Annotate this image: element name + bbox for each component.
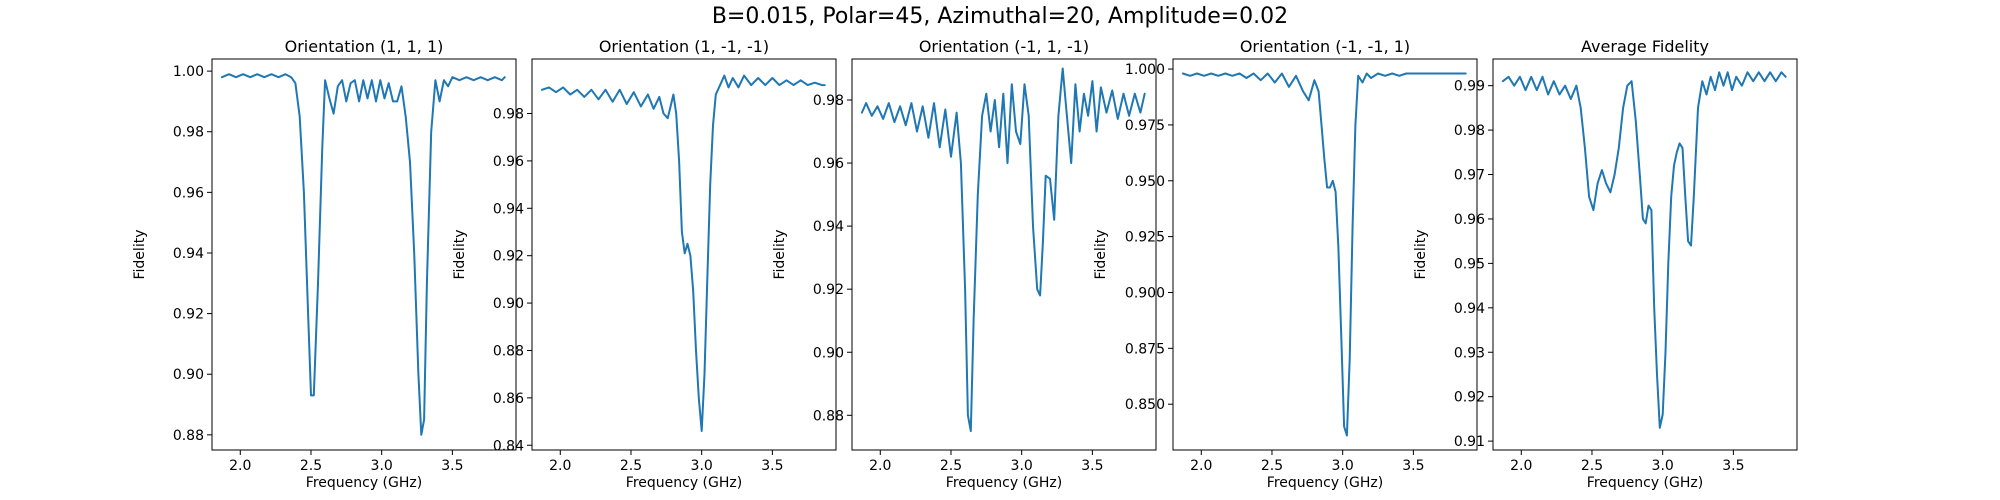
chart-title: Orientation (1, -1, -1) [599,37,769,56]
y-tick-label: 0.92 [173,307,204,323]
x-axis-label: Frequency (GHz) [306,475,422,491]
series-line [1501,71,1787,429]
y-tick-label: 0.92 [493,249,524,265]
x-tick-label: 3.5 [1081,458,1103,474]
x-tick-label: 3.0 [1011,458,1033,474]
chart-title: Orientation (-1, -1, 1) [1240,37,1410,56]
y-tick-label: 0.96 [173,185,204,201]
series-line [860,67,1146,433]
y-axis-label: Fidelity [1093,230,1109,280]
y-tick-label: 0.94 [1454,301,1485,317]
y-tick-label: 1.00 [173,64,204,80]
y-tick-label: 1.000 [1125,62,1165,78]
x-tick-label: 2.0 [549,458,571,474]
y-tick-label: 0.975 [1125,118,1165,134]
y-tick-label: 0.88 [493,343,524,359]
y-tick-label: 0.96 [1454,212,1485,228]
y-tick-label: 0.94 [813,219,844,235]
y-tick-label: 0.96 [493,154,524,170]
y-tick-label: 0.88 [173,428,204,444]
y-tick-label: 0.98 [173,125,204,141]
x-tick-label: 2.0 [869,458,891,474]
y-tick-label: 0.90 [493,296,524,312]
y-tick-label: 0.850 [1125,397,1165,413]
y-tick-label: 0.900 [1125,285,1165,301]
x-axis-label: Frequency (GHz) [626,475,742,491]
plot-frame [1172,58,1478,451]
x-axis-label: Frequency (GHz) [1267,475,1383,491]
x-tick-label: 3.5 [761,458,783,474]
y-tick-label: 0.97 [1454,168,1485,184]
series-line [220,73,506,436]
y-tick-label: 0.95 [1454,256,1485,272]
x-axis-label: Frequency (GHz) [946,475,1062,491]
x-tick-label: 2.0 [1510,458,1532,474]
x-tick-label: 3.0 [1332,458,1354,474]
y-tick-label: 0.90 [173,367,204,383]
x-tick-label: 3.5 [1402,458,1424,474]
y-tick-label: 0.98 [813,93,844,109]
chart-title: Average Fidelity [1581,37,1709,56]
chart-panel-2: 2.0 2.5 3.0 3.5 0.84 0.86 0.88 0.90 0.92 0.94 0.96… [452,37,837,491]
y-axis-label: Fidelity [1413,230,1429,280]
x-tick-label: 2.5 [1261,458,1283,474]
x-tick-label: 3.0 [371,458,393,474]
chart-title: Orientation (-1, 1, -1) [919,37,1089,56]
plot-frame [211,58,517,451]
y-tick-label: 0.94 [493,201,524,217]
y-tick-label: 0.98 [493,107,524,123]
figure-suptitle: B=0.015, Polar=45, Azimuthal=20, Amplitu… [711,4,1289,29]
y-tick-label: 0.92 [1454,390,1485,406]
x-axis-label: Frequency (GHz) [1587,475,1703,491]
y-tick-label: 0.98 [1454,123,1485,139]
chart-panel-3: 2.0 2.5 3.0 3.5 0.88 0.90 0.92 0.94 0.96 0.98 Orie… [772,37,1157,491]
x-tick-label: 3.0 [691,458,713,474]
x-tick-label: 3.5 [441,458,463,474]
plot-frame [531,58,837,451]
series-line [540,74,826,432]
plot-frame [1492,58,1798,451]
plot-frame [851,58,1157,451]
series-line [1181,72,1467,437]
y-tick-label: 0.86 [493,391,524,407]
y-tick-label: 0.99 [1454,79,1485,95]
y-tick-label: 0.94 [173,246,204,262]
x-tick-label: 2.5 [940,458,962,474]
y-axis-label: Fidelity [452,230,468,280]
y-tick-label: 0.91 [1454,434,1485,450]
x-tick-label: 3.0 [1652,458,1674,474]
x-tick-label: 2.5 [1581,458,1603,474]
x-tick-label: 2.5 [300,458,322,474]
y-tick-label: 0.92 [813,282,844,298]
y-axis-label: Fidelity [132,230,148,280]
x-tick-label: 2.0 [229,458,251,474]
y-tick-label: 0.950 [1125,174,1165,190]
x-tick-label: 3.5 [1722,458,1744,474]
y-tick-label: 0.96 [813,156,844,172]
x-tick-label: 2.0 [1190,458,1212,474]
y-tick-label: 0.93 [1454,345,1485,361]
chart-panel-5: 2.0 2.5 3.0 3.5 0.91 0.92 0.93 0.94 0.95 0.96 0.97… [1413,37,1798,491]
chart-title: Orientation (1, 1, 1) [285,37,444,56]
y-tick-label: 0.875 [1125,341,1165,357]
y-tick-label: 0.925 [1125,230,1165,246]
y-tick-label: 0.88 [813,408,844,424]
y-axis-label: Fidelity [772,230,788,280]
chart-panel-1: 2.0 2.5 3.0 3.5 0.88 0.90 0.92 0.94 0.96 0.98 1.00… [132,37,517,491]
chart-panel-4: 2.0 2.5 3.0 3.5 0.850 0.875 0.900 0.925 0.950 0.9… [1093,37,1478,491]
x-tick-label: 2.5 [620,458,642,474]
y-tick-label: 0.84 [493,438,524,454]
y-tick-label: 0.90 [813,345,844,361]
